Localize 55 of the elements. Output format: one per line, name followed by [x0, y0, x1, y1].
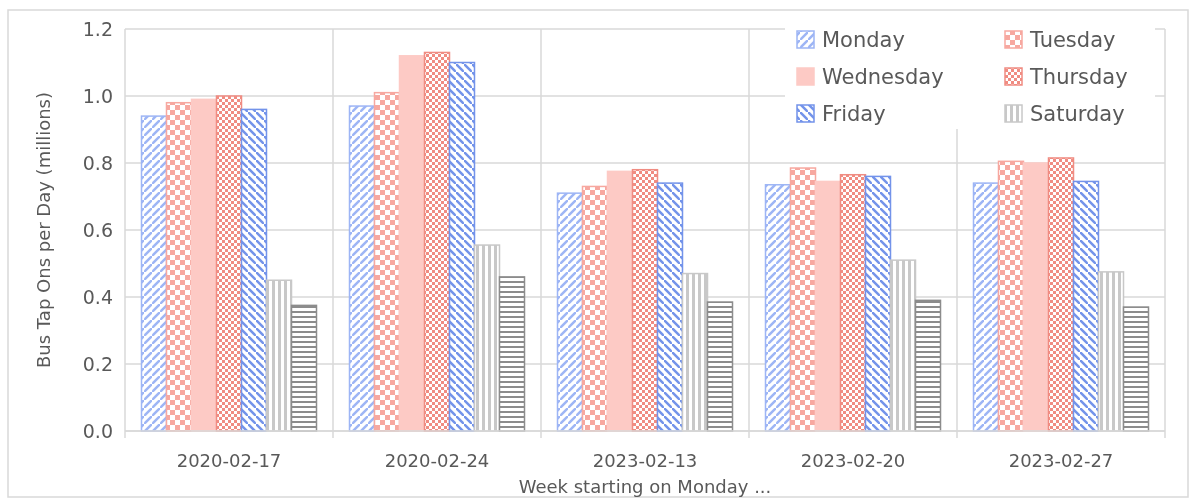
x-tick-label: 2020-02-24 — [384, 450, 490, 471]
bar — [764, 184, 792, 432]
bar — [631, 168, 659, 432]
bar — [681, 272, 709, 432]
bar — [373, 91, 401, 432]
y-tick-label: 0.0 — [82, 419, 113, 442]
bar — [606, 170, 634, 432]
bar — [265, 279, 293, 432]
x-tick-label: 2023-02-27 — [1008, 450, 1114, 471]
bar — [190, 98, 218, 432]
bar — [448, 61, 476, 432]
bar — [706, 301, 734, 432]
bar — [789, 167, 817, 432]
bar — [656, 182, 684, 432]
bar — [215, 95, 243, 432]
y-axis-title: Bus Tap Ons per Day (millions) — [33, 92, 54, 368]
bar — [972, 182, 1000, 432]
bar — [240, 108, 268, 432]
bar — [889, 259, 917, 432]
y-tick-label: 0.2 — [82, 352, 113, 375]
y-tick-label: 0.8 — [82, 151, 113, 174]
bar — [581, 185, 609, 432]
bar — [140, 115, 168, 432]
legend-label: Thursday — [1029, 65, 1128, 90]
bar — [556, 192, 584, 432]
bar — [498, 276, 526, 432]
legend-label: Wednesday — [822, 65, 944, 90]
bar — [1047, 157, 1075, 432]
x-tick-label: 2023-02-20 — [800, 450, 906, 471]
bar — [473, 244, 501, 432]
y-tick-label: 0.6 — [82, 218, 113, 241]
legend-label: Monday — [822, 28, 905, 53]
bar — [864, 175, 892, 432]
y-tick-label: 1.0 — [82, 84, 113, 107]
bar — [165, 101, 193, 432]
bar — [1072, 180, 1100, 432]
x-tick-label: 2020-02-17 — [176, 450, 282, 471]
bar — [290, 304, 318, 432]
bar — [997, 160, 1025, 432]
bar — [814, 180, 842, 432]
x-axis-title: Week starting on Monday ... — [518, 476, 772, 497]
bar — [914, 299, 942, 432]
bar — [423, 51, 451, 432]
y-tick-label: 1.2 — [82, 17, 113, 40]
x-tick-label: 2023-02-13 — [592, 450, 698, 471]
bar — [398, 55, 426, 432]
bar — [348, 105, 376, 432]
legend-label: Saturday — [1030, 102, 1125, 127]
legend-label: Friday — [822, 102, 886, 127]
legend-label: Tuesday — [1029, 28, 1116, 53]
bar — [1122, 306, 1150, 432]
bar — [1022, 162, 1050, 432]
bar — [1097, 271, 1125, 432]
y-tick-label: 0.4 — [82, 285, 113, 308]
bar — [839, 173, 867, 432]
